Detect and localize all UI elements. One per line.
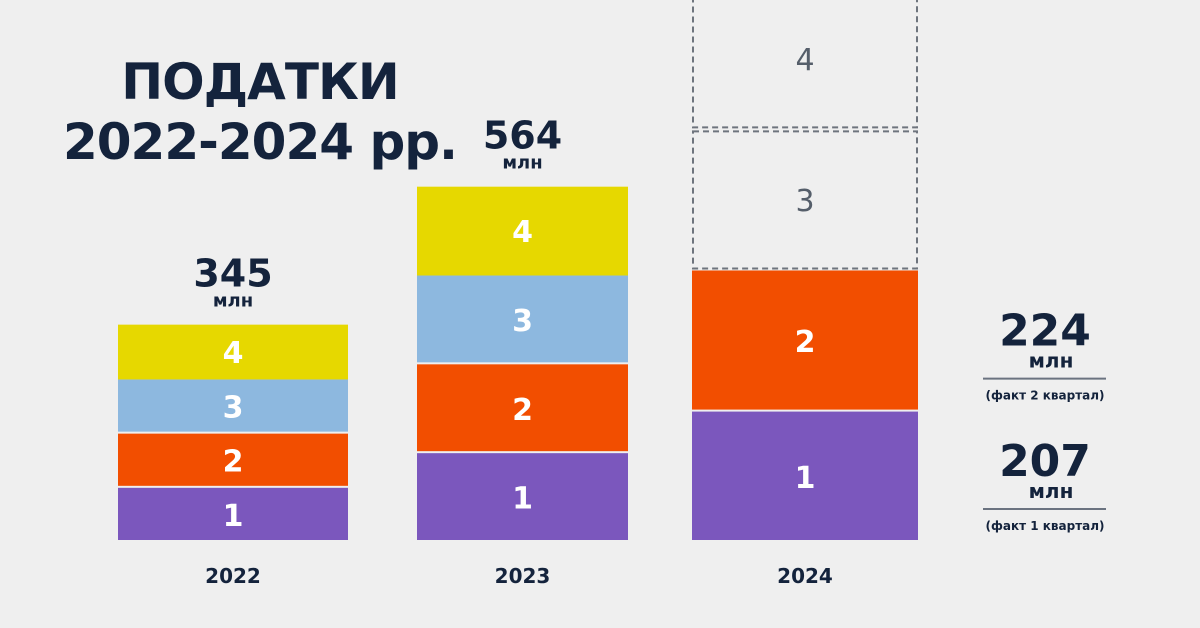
chart-title-line2: 2022-2024 рр.: [62, 113, 458, 171]
bar-2024-q1-segment: [692, 411, 918, 540]
annotation-q2-value: 224: [999, 306, 1091, 357]
bar-2022-q2-label: 2: [223, 445, 244, 480]
chart-title-line1: ПОДАТКИ: [121, 53, 399, 111]
bar-2022-total-unit: млн: [213, 291, 253, 312]
bar-2023-q4-label: 4: [512, 215, 533, 250]
bar-2022-q3-segment: [118, 379, 348, 432]
bar-2024-q1-label: 1: [795, 461, 816, 496]
annotation-q2-unit: млн: [1029, 349, 1074, 373]
bar-2023-q4-segment: [417, 186, 628, 276]
bar-2024-q4-segment: [692, 0, 918, 129]
bar-2022-q4-label: 4: [223, 336, 244, 371]
bar-2024-q2-segment: [692, 270, 918, 410]
chart-title: ПОДАТКИ 2022-2024 рр.: [60, 52, 460, 172]
bar-2022-q2-segment: [118, 433, 348, 486]
bar-2022-total-value: 345: [193, 252, 272, 296]
bar-2023-q2-label: 2: [512, 393, 533, 428]
bar-2024-q3-label: 3: [795, 184, 814, 219]
bar-2022-q3-label: 3: [223, 391, 244, 426]
bar-2023-q1-label: 1: [512, 482, 533, 517]
bar-2024-q2-label: 2: [795, 325, 816, 360]
bar-2023-total-value: 564: [483, 114, 562, 158]
bar-2022-q1-label: 1: [223, 499, 244, 534]
annotation-q1-note: (факт 1 квартал): [985, 519, 1104, 533]
x-tick-label-2022: 2022: [205, 564, 261, 588]
x-tick-label-2024: 2024: [777, 564, 833, 588]
annotation-q1-value: 207: [999, 436, 1091, 487]
bar-2023-q1-segment: [417, 453, 628, 540]
bar-2023-total-unit: млн: [502, 153, 542, 174]
x-tick-label-2023: 2023: [495, 564, 551, 588]
bar-2024-q3-segment: [692, 130, 918, 270]
annotation-q2-note: (факт 2 квартал): [985, 389, 1104, 403]
bar-2022-q4-segment: [118, 324, 348, 380]
annotation-q1-unit: млн: [1029, 479, 1074, 503]
bar-2023-q3-label: 3: [512, 304, 533, 339]
bar-2022-q1-segment: [118, 487, 348, 540]
bar-2023-q3-segment: [417, 275, 628, 363]
bar-2023-q2-segment: [417, 364, 628, 452]
bar-2024-q4-label: 4: [795, 43, 814, 78]
